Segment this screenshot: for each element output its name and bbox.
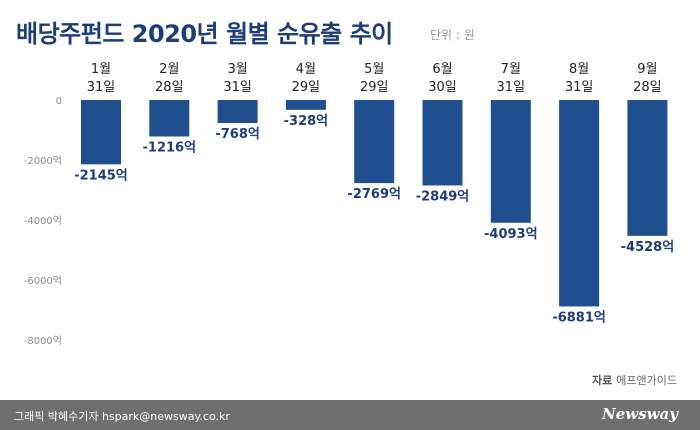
source-label: 자료: [592, 374, 613, 387]
bar: [217, 100, 258, 124]
bar-value-label: -768억: [215, 127, 260, 142]
bar-value-label: -6881억: [552, 310, 606, 325]
x-category-sublabel: 30일: [428, 80, 457, 95]
x-category-sublabel: 29일: [292, 80, 321, 95]
source-name: 에프앤가이드: [616, 374, 677, 387]
x-category-label: 9월: [637, 62, 657, 77]
x-category-label: 8월: [569, 62, 589, 77]
bar-series: [81, 100, 668, 307]
y-tick-label: -4000억: [24, 215, 62, 227]
x-category-sublabel: 28일: [155, 80, 184, 95]
bar: [559, 100, 600, 307]
x-category-label: 1월: [91, 62, 111, 77]
y-axis-ticks: 0 -2000억 -4000억 -6000억 -8000억: [24, 96, 62, 347]
x-category-label: 5월: [364, 62, 384, 77]
value-labels: -2145억 -1216억 -768억 -328억 -2769억 -2849억 -4093억…: [73, 112, 676, 327]
footer-credit: 그래픽 박혜수기자 hspark@newsway.co.kr: [14, 410, 230, 423]
y-tick-label: -8000억: [24, 335, 62, 347]
x-category-label: 3월: [227, 62, 247, 77]
bar: [81, 100, 121, 165]
bar: [149, 100, 190, 137]
unit-label: 단위 : 원: [430, 28, 475, 42]
brand-logo: Newsway: [602, 405, 678, 423]
bar: [285, 100, 326, 110]
x-axis-category-labels: 1월 31일 2월 28일 3월 31일 4월 29일 5월 29일 6월 30일 7월 31일 8월 31일…: [87, 62, 662, 95]
bar: [627, 100, 668, 236]
bar-value-label: -1216억: [143, 140, 197, 155]
x-category-sublabel: 28일: [633, 80, 662, 95]
x-category-sublabel: 31일: [87, 80, 116, 95]
bar-value-label: -4093억: [484, 227, 538, 242]
bar-value-label: -328억: [284, 114, 329, 129]
y-tick-label: 0: [56, 96, 62, 107]
x-category-label: 2월: [159, 62, 179, 77]
bar: [354, 100, 395, 184]
footer-bar: 그래픽 박혜수기자 hspark@newsway.co.kr Newsway: [0, 400, 700, 430]
source-note: 자료 에프앤가이드: [592, 372, 677, 388]
x-category-sublabel: 31일: [565, 80, 594, 95]
x-category-label: 4월: [296, 62, 316, 77]
bar-value-label: -4528억: [621, 240, 675, 255]
x-category-sublabel: 31일: [497, 80, 526, 95]
x-category-label: 6월: [432, 62, 452, 77]
y-tick-label: -6000억: [24, 275, 62, 287]
chart-title: 배당주펀드 2020년 월별 순유출 추이: [16, 20, 393, 48]
bar-value-label: -2145억: [74, 168, 128, 183]
x-category-label: 7월: [501, 62, 521, 77]
bar-value-label: -2769억: [347, 187, 401, 202]
chart: 배당주펀드 2020년 월별 순유출 추이 단위 : 원 0 -2000억 -400…: [16, 20, 677, 388]
bar: [422, 100, 463, 186]
plot-area: 0 -2000억 -4000억 -6000억 -8000억 1월 31일 2월 28일 3월 31…: [24, 62, 676, 347]
bar-value-label: -2849억: [416, 189, 470, 204]
x-category-sublabel: 29일: [360, 80, 389, 95]
bar: [490, 100, 531, 223]
y-tick-label: -2000억: [24, 155, 62, 167]
x-category-sublabel: 31일: [223, 80, 252, 95]
